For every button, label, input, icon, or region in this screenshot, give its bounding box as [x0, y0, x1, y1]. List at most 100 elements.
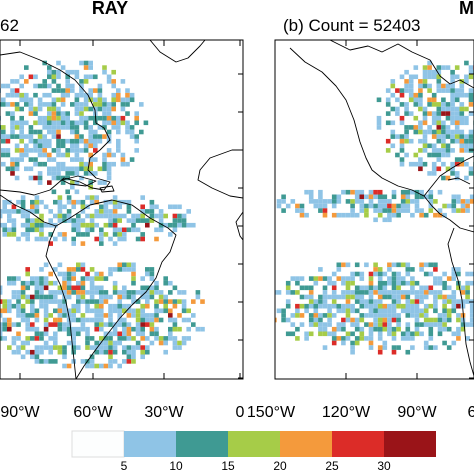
heatmap-cell-right-r0-388	[468, 171, 474, 176]
heatmap-cell-right-r0-384	[427, 171, 432, 176]
heatmap-cell-right-r2-130	[350, 290, 355, 295]
heatmap-cell-right-r2-245	[396, 303, 401, 309]
heatmap-cell-right-r0-60	[427, 83, 432, 89]
heatmap-cell-right-r2-13	[428, 262, 434, 268]
heatmap-cell-left-r2-59	[11, 280, 17, 286]
heatmap-cell-right-r0-100	[464, 92, 469, 98]
heatmap-cell-left-r0-355	[33, 157, 38, 162]
heatmap-cell-right-r2-252	[433, 303, 438, 309]
heatmap-cell-left-r2-460	[39, 345, 44, 350]
heatmap-cell-left-r0-102	[102, 97, 107, 103]
heatmap-cell-left-r2-157	[131, 294, 136, 300]
heatmap-cell-right-r0-231	[427, 125, 432, 130]
heatmap-cell-left-r2-114	[80, 290, 86, 295]
heatmap-cell-right-r2-466	[322, 345, 328, 350]
heatmap-cell-left-r0-275	[102, 134, 107, 139]
heatmap-cell-right-r1-92	[414, 203, 420, 209]
heatmap-cell-right-r0-115	[450, 97, 455, 103]
heatmap-cell-right-r0-366	[431, 161, 437, 167]
heatmap-cell-left-r2-74	[131, 280, 136, 286]
heatmap-cell-left-r0-127	[106, 102, 112, 107]
heatmap-cell-left-r0-335	[1, 152, 6, 158]
heatmap-cell-right-r2-115	[456, 285, 461, 291]
heatmap-cell-left-r2-45	[66, 276, 72, 281]
heatmap-cell-right-r0-272	[441, 134, 446, 139]
heatmap-cell-left-r0-22	[47, 74, 52, 80]
heatmap-cell-left-r2-291	[7, 317, 12, 323]
heatmap-cell-left-r0-324	[51, 148, 57, 153]
heatmap-cell-left-r1-197	[7, 232, 12, 237]
heatmap-cell-right-r0-330	[445, 148, 451, 153]
heatmap-cell-right-r2-275	[382, 308, 388, 314]
heatmap-cell-left-r2-491	[62, 349, 67, 355]
heatmap-cell-right-r0-31	[431, 74, 437, 80]
heatmap-cell-left-r2-14	[80, 267, 86, 272]
heatmap-cell-right-r2-211	[419, 299, 424, 304]
heatmap-cell-left-r2-519	[80, 359, 86, 364]
heatmap-cell-right-r2-82	[396, 280, 401, 286]
heatmap-cell-left-r2-37	[7, 276, 12, 281]
heatmap-cell-left-r0-274	[97, 134, 103, 139]
heatmap-cell-left-r0-224	[56, 125, 61, 130]
heatmap-cell-left-r0-100	[93, 97, 98, 103]
heatmap-cell-left-r2-174	[57, 299, 63, 304]
heatmap-cell-right-r2-198	[331, 299, 337, 304]
heatmap-cell-left-r2-446	[108, 340, 113, 346]
heatmap-cell-left-r2-33	[108, 271, 113, 277]
heatmap-cell-left-r0-61	[65, 88, 70, 93]
heatmap-cell-right-r0-156	[464, 106, 469, 112]
heatmap-cell-right-r2-278	[400, 308, 406, 314]
heatmap-cell-left-r2-421	[117, 336, 122, 341]
heatmap-cell-right-r2-124	[295, 290, 300, 295]
heatmap-cell-left-r2-300	[76, 317, 81, 323]
heatmap-cell-left-r1-117	[62, 218, 67, 223]
heatmap-cell-right-r1-112	[391, 208, 397, 213]
heatmap-cell-left-r0-103	[111, 97, 116, 103]
heatmap-cell-right-r0-314	[459, 143, 465, 149]
heatmap-cell-left-r2-213	[99, 303, 104, 309]
heatmap-cell-left-r1-49	[154, 204, 159, 210]
heatmap-cell-right-r1-47	[322, 199, 328, 204]
heatmap-cell-right-r2-59	[387, 276, 392, 281]
heatmap-cell-right-r2-74	[341, 280, 346, 286]
heatmap-cell-right-r2-342	[414, 317, 420, 323]
heatmap-cell-right-r0-361	[399, 161, 405, 167]
heatmap-cell-left-r0-40	[111, 79, 116, 84]
heatmap-cell-right-r0-6	[427, 65, 432, 70]
heatmap-cell-right-r1-18	[437, 189, 443, 195]
heatmap-cell-left-r2-262	[16, 313, 21, 318]
heatmap-cell-right-r2-212	[433, 299, 438, 304]
heatmap-cell-left-r2-12	[71, 267, 76, 272]
heatmap-cell-left-r2-219	[140, 303, 145, 309]
heatmap-cell-left-r0-56	[10, 88, 15, 93]
heatmap-cell-right-r0-194	[464, 115, 469, 121]
heatmap-cell-left-r2-400	[140, 331, 145, 337]
heatmap-cell-right-r0-332	[459, 148, 465, 153]
heatmap-cell-left-r0-114	[28, 102, 34, 107]
heatmap-cell-right-r2-318	[446, 313, 452, 318]
heatmap-cell-left-r0-338	[24, 152, 29, 158]
heatmap-cell-left-r0-432	[51, 189, 57, 195]
heatmap-cell-right-r2-50	[322, 276, 328, 281]
heatmap-cell-left-r1-216	[25, 236, 30, 242]
heatmap-cell-left-r1-163	[158, 222, 164, 228]
heatmap-cell-right-r2-398	[373, 326, 378, 332]
heatmap-cell-right-r2-274	[377, 308, 383, 314]
heatmap-cell-left-r0-7	[60, 65, 66, 70]
heatmap-cell-left-r0-292	[74, 138, 80, 144]
heatmap-cell-right-r0-270	[431, 134, 437, 139]
heatmap-cell-right-r1-48	[327, 199, 332, 204]
heatmap-cell-left-r0-23	[51, 74, 57, 80]
heatmap-cell-left-r2-422	[122, 336, 127, 341]
heatmap-cell-left-r0-86	[116, 92, 121, 98]
heatmap-cell-left-r1-65	[80, 209, 86, 214]
heatmap-cell-left-r2-478	[135, 345, 141, 350]
heatmap-cell-left-r2-161	[158, 294, 164, 300]
heatmap-cell-left-r2-361	[71, 326, 76, 332]
heatmap-cell-right-r1-122	[460, 208, 466, 213]
heatmap-cell-left-r0-337	[19, 152, 24, 158]
heatmap-cell-left-r1-227	[122, 236, 127, 242]
heatmap-cell-right-r1-62	[414, 199, 420, 204]
heatmap-cell-right-r0-74	[399, 88, 405, 93]
